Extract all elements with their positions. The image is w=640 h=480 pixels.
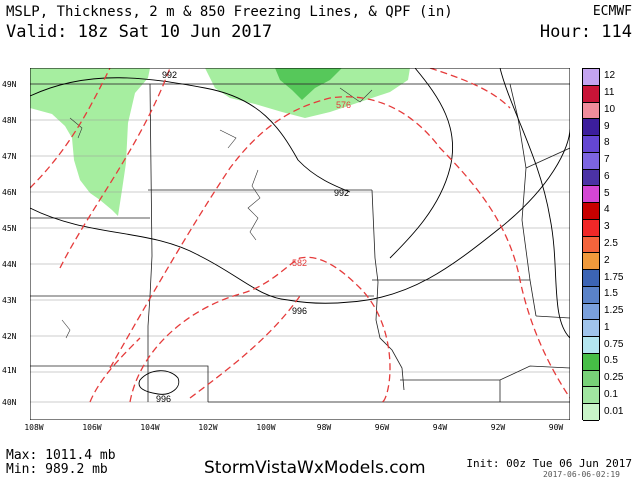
lat-label: 40N: [2, 398, 17, 407]
legend-label: 10: [604, 103, 616, 115]
state-borders: [30, 83, 570, 403]
generated-timestamp: 2017-06-06-02:19: [542, 470, 620, 479]
site-name: StormVistaWxModels.com: [204, 458, 426, 478]
legend-label: 6: [604, 170, 610, 182]
qpf-color-legend: [582, 68, 600, 421]
lon-label: 92W: [490, 423, 506, 432]
legend-swatch: [583, 186, 599, 204]
legend-label: 9: [604, 120, 610, 132]
map-canvas: 992 992 996 996 576 582: [30, 68, 570, 420]
isobar-label: 996: [156, 394, 171, 404]
legend-label: 11: [604, 87, 615, 99]
weather-map: 992 992 996 996 576 582: [30, 68, 570, 420]
legend-label: 0.01: [604, 405, 624, 417]
map-title: MSLP, Thickness, 2 m & 850 Freezing Line…: [6, 4, 453, 20]
legend-swatch: [583, 387, 599, 405]
isobar-label: 996: [292, 306, 307, 316]
legend-swatch: [583, 219, 599, 237]
lon-label: 100W: [256, 423, 276, 432]
legend-swatch: [583, 236, 599, 254]
legend-swatch: [583, 353, 599, 371]
lat-label: 49N: [2, 80, 17, 89]
legend-label: 0.75: [604, 338, 624, 350]
legend-swatch: [583, 320, 599, 338]
legend-swatch: [583, 119, 599, 137]
lon-label: 94W: [432, 423, 448, 432]
lat-label: 41N: [2, 366, 17, 375]
legend-swatch: [583, 370, 599, 388]
isobars: [30, 68, 570, 395]
legend-label: 1: [604, 321, 610, 333]
lon-label: 108W: [24, 423, 44, 432]
init-time: Init: 00z Tue 06 Jun 2017: [466, 457, 632, 470]
legend-label: 1.75: [604, 271, 624, 283]
qpf-area-west: [30, 68, 150, 216]
valid-time: Valid: 18z Sat 10 Jun 2017: [6, 22, 273, 42]
lon-label: 96W: [374, 423, 390, 432]
lat-label: 48N: [2, 116, 17, 125]
legend-label: 1.25: [604, 305, 624, 317]
isobar-label: 992: [162, 70, 177, 80]
lat-label: 44N: [2, 260, 17, 269]
legend-swatch: [583, 286, 599, 304]
legend-label: 2: [604, 254, 610, 266]
legend-swatch: [583, 404, 599, 421]
legend-label: 12: [604, 70, 616, 82]
lon-label: 90W: [548, 423, 564, 432]
legend-swatch: [583, 102, 599, 120]
legend-label: 0.25: [604, 372, 624, 384]
max-pressure: Max: 1011.4 mb: [6, 448, 116, 463]
thickness-label: 582: [292, 258, 307, 268]
legend-swatch: [583, 169, 599, 187]
legend-label: 0.1: [604, 388, 618, 400]
graticule: [30, 83, 570, 403]
legend-label: 1.5: [604, 288, 618, 300]
legend-swatch: [583, 203, 599, 220]
legend-label: 5: [604, 187, 610, 199]
legend-label: 2.5: [604, 238, 618, 249]
lon-label: 102W: [198, 423, 218, 432]
legend-swatch: [583, 337, 599, 354]
lat-label: 42N: [2, 332, 17, 341]
lon-label: 106W: [82, 423, 102, 432]
min-pressure: Min: 989.2 mb: [6, 462, 108, 477]
legend-label: 4: [604, 204, 610, 216]
rivers: [61, 87, 373, 339]
legend-label: 0.5: [604, 355, 618, 367]
legend-swatch: [583, 69, 599, 86]
legend-label: 7: [604, 154, 610, 166]
legend-swatch: [583, 152, 599, 170]
lat-label: 46N: [2, 188, 17, 197]
legend-swatch: [583, 85, 599, 103]
lat-label: 43N: [2, 296, 17, 305]
isobar-label: 992: [334, 188, 349, 198]
lon-label: 98W: [316, 423, 332, 432]
lon-label: 104W: [140, 423, 160, 432]
lat-label: 47N: [2, 152, 17, 161]
legend-swatch: [583, 270, 599, 287]
forecast-hour: Hour: 114: [539, 22, 632, 42]
legend-swatch: [583, 253, 599, 271]
legend-swatch: [583, 303, 599, 321]
thickness-label: 576: [336, 100, 351, 110]
legend-label: 8: [604, 137, 610, 149]
thickness-lines: [30, 68, 570, 403]
legend-swatch: [583, 136, 599, 153]
legend-label: 3: [604, 221, 610, 233]
model-name: ECMWF: [592, 4, 632, 19]
lat-label: 45N: [2, 224, 17, 233]
